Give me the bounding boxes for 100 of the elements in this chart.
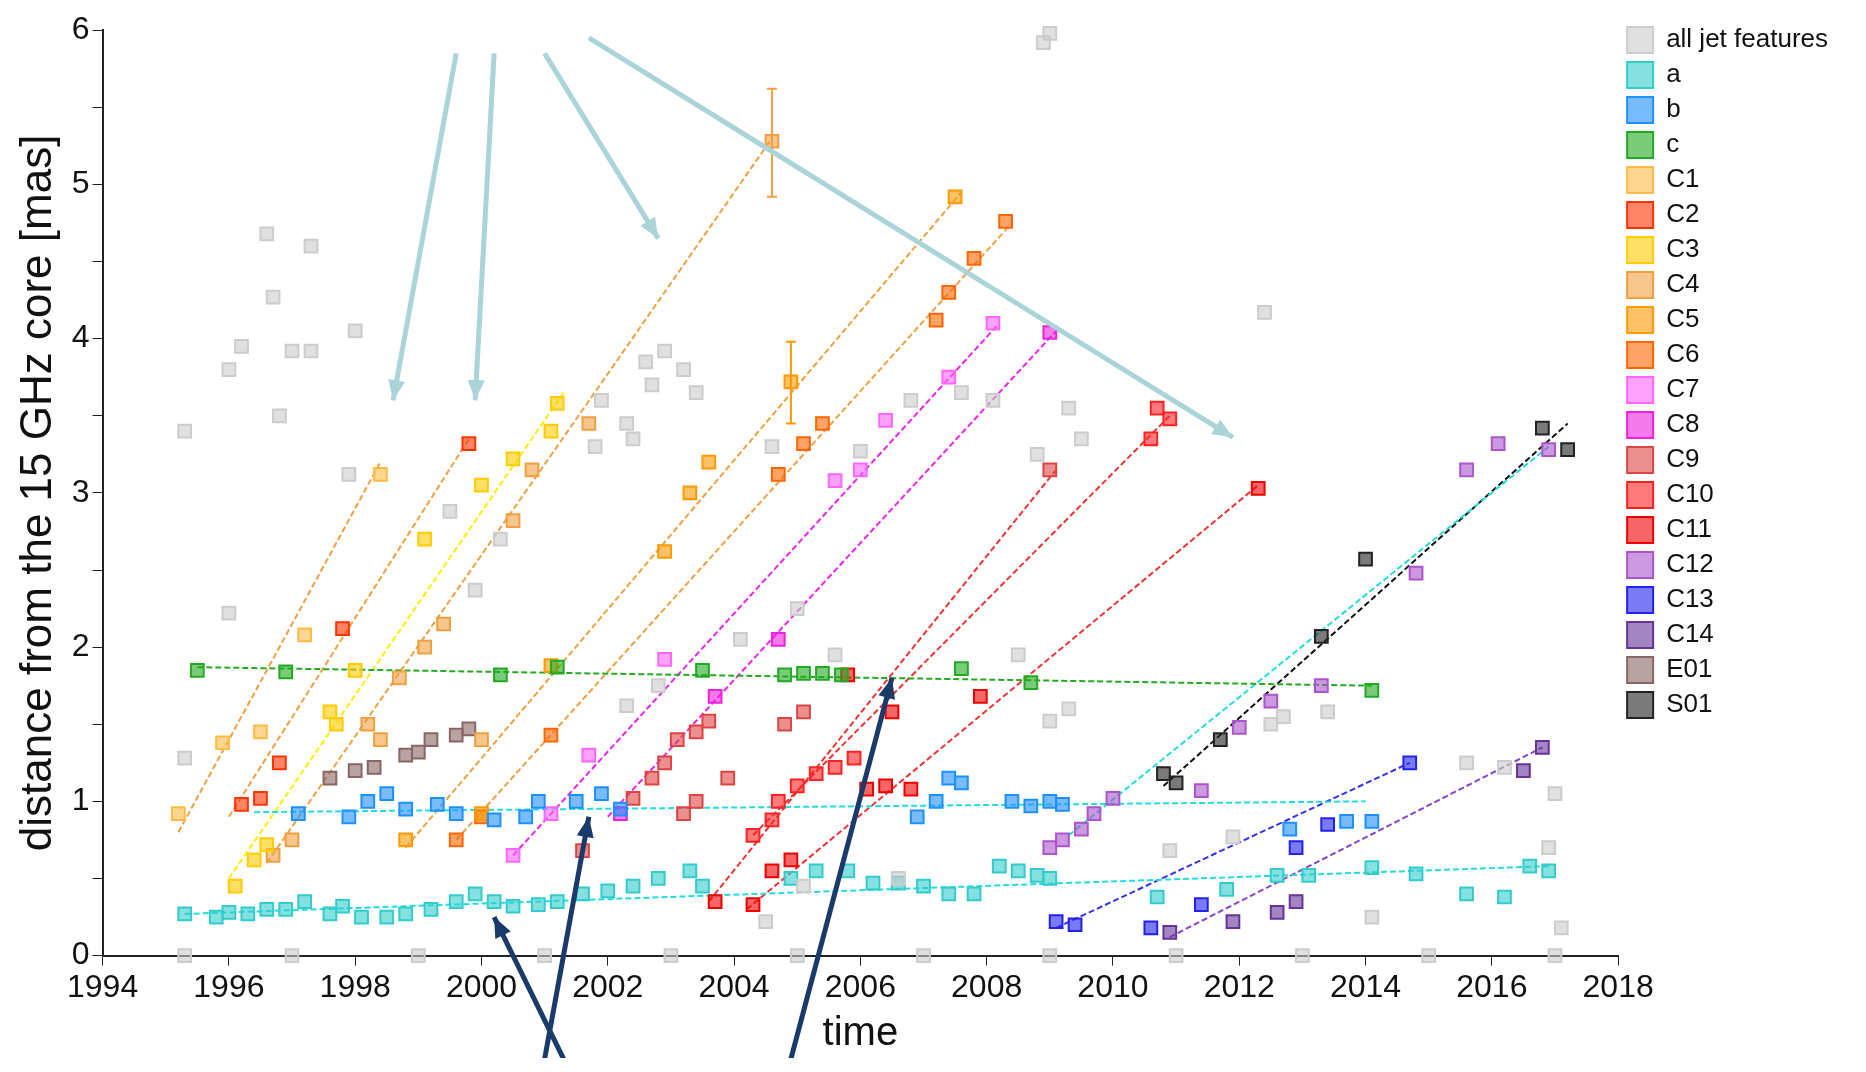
- point: [669, 732, 685, 748]
- point: [966, 886, 982, 902]
- point: [297, 894, 313, 909]
- point: [625, 878, 641, 894]
- x-tick-label: 2006: [824, 967, 896, 1004]
- point: [297, 627, 313, 643]
- point: [1301, 868, 1317, 883]
- point: [1004, 794, 1020, 809]
- point: [941, 886, 957, 902]
- point: [764, 863, 780, 879]
- point: [770, 794, 786, 809]
- point: [1250, 480, 1266, 496]
- point: [530, 897, 546, 913]
- point: [189, 662, 205, 678]
- point: [834, 667, 849, 683]
- point: [259, 837, 275, 852]
- point: [568, 794, 584, 809]
- point: [1143, 431, 1159, 447]
- y-tick-label: 2: [71, 626, 90, 663]
- point: [373, 732, 388, 748]
- point: [448, 894, 464, 909]
- point: [650, 871, 666, 886]
- point: [600, 883, 616, 899]
- point: [928, 312, 944, 328]
- point: [682, 485, 698, 501]
- point: [764, 812, 780, 828]
- y-tick-label: 6: [71, 10, 90, 47]
- point: [448, 806, 464, 822]
- point: [1010, 863, 1026, 879]
- point: [1459, 886, 1474, 902]
- x-tick-label: 1998: [319, 967, 391, 1004]
- legend-label: C2: [1666, 198, 1700, 229]
- point: [272, 755, 287, 771]
- point: [985, 315, 1001, 331]
- x-tick-label: 2016: [1456, 967, 1528, 1004]
- point: [543, 727, 559, 743]
- point: [657, 755, 672, 771]
- point: [1212, 732, 1228, 748]
- point: [461, 436, 477, 451]
- point: [354, 909, 369, 925]
- point: [947, 189, 963, 205]
- x-tick-label: 2000: [445, 967, 518, 1004]
- point: [322, 770, 338, 786]
- point: [486, 812, 502, 828]
- point: [1042, 871, 1058, 886]
- point: [808, 766, 824, 781]
- point: [1149, 400, 1165, 416]
- point: [720, 770, 736, 786]
- x-axis-title: time: [822, 1009, 899, 1054]
- point: [1402, 755, 1418, 771]
- point: [770, 467, 786, 482]
- point: [1156, 766, 1171, 781]
- point: [227, 878, 243, 894]
- legend-label: C7: [1666, 373, 1700, 404]
- point: [1364, 682, 1380, 698]
- point: [789, 778, 805, 794]
- point: [543, 806, 559, 822]
- point: [347, 662, 363, 678]
- y-tick-label: 4: [71, 318, 90, 355]
- point: [707, 689, 723, 704]
- point: [524, 462, 540, 478]
- point: [745, 827, 761, 843]
- y-axis-title: distance from the 15 GHz core [mas]: [10, 134, 60, 852]
- point: [1225, 914, 1241, 930]
- legend-label: E01: [1666, 653, 1713, 684]
- point: [688, 724, 704, 740]
- point: [436, 616, 451, 632]
- point: [1231, 719, 1247, 735]
- point: [827, 760, 843, 775]
- point: [1313, 628, 1329, 644]
- point: [347, 763, 363, 778]
- point: [221, 905, 237, 920]
- point: [1288, 894, 1304, 909]
- legend-label: C5: [1666, 303, 1700, 334]
- legend-label: all jet features: [1666, 23, 1829, 54]
- point: [796, 704, 811, 720]
- point: [1023, 798, 1039, 814]
- point: [1313, 678, 1329, 694]
- point: [1282, 821, 1298, 837]
- point: [991, 858, 1007, 874]
- point: [373, 467, 388, 482]
- point: [796, 436, 811, 451]
- point: [549, 396, 565, 411]
- point: [808, 863, 824, 879]
- point: [695, 878, 710, 894]
- x-tick-label: 2002: [572, 967, 644, 1004]
- point: [1194, 783, 1209, 798]
- point: [1086, 806, 1102, 822]
- point: [657, 544, 672, 559]
- point: [777, 667, 792, 683]
- legend-label: C9: [1666, 443, 1700, 474]
- point: [1168, 775, 1184, 791]
- point: [1364, 814, 1380, 829]
- point: [549, 894, 565, 909]
- point: [278, 901, 294, 917]
- point: [171, 806, 186, 822]
- point: [695, 662, 710, 678]
- point: [461, 721, 477, 737]
- point: [1364, 860, 1380, 876]
- point: [625, 790, 641, 806]
